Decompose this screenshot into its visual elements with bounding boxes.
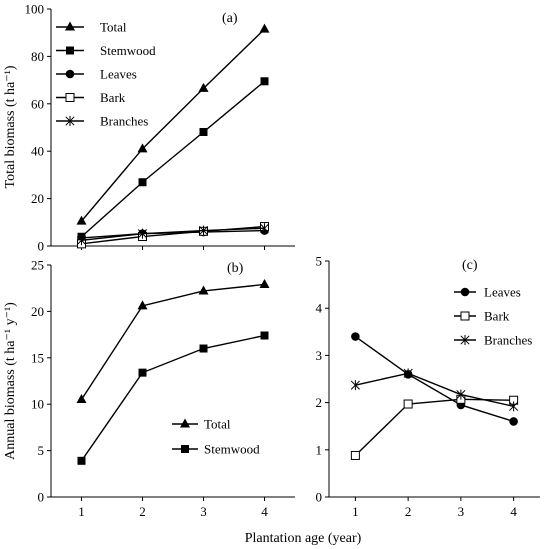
series-line-leaves — [81, 229, 265, 239]
legend-label-stemwood: Stemwood — [204, 442, 260, 457]
legend-label-branches: Branches — [484, 333, 532, 348]
y-tick-label: 10 — [31, 397, 44, 412]
legend-label-total: Total — [100, 20, 127, 35]
y-tick-label: 40 — [31, 144, 44, 159]
data-point-leaves — [509, 417, 518, 426]
y-tick-label: 0 — [38, 239, 45, 254]
data-point-branches — [403, 368, 413, 379]
legend-label-total: Total — [204, 417, 231, 432]
legend-label-leaves: Leaves — [100, 67, 137, 82]
y-tick-label: 80 — [31, 49, 44, 64]
x-tick-label: 2 — [405, 504, 412, 519]
data-point-bark — [350, 450, 360, 460]
y-tick-label: 0 — [38, 490, 45, 505]
series-line-stemwood — [81, 80, 265, 238]
y-tick-label: 20 — [31, 191, 44, 206]
y-tick-label: 60 — [31, 96, 44, 111]
x-tick-label: 2 — [139, 504, 146, 519]
legend-marker-leaves — [65, 69, 75, 79]
data-point-total — [76, 215, 87, 225]
data-point-stemwood — [138, 178, 147, 187]
data-point-branches — [137, 228, 148, 239]
y-tick-label: 100 — [25, 2, 45, 17]
data-point-branches — [456, 389, 466, 400]
legend-marker-leaves — [460, 287, 470, 297]
x-tick-label: 1 — [352, 504, 359, 519]
legend-marker-branches — [460, 335, 470, 345]
legend-marker-total — [65, 21, 75, 31]
data-point-branches — [76, 235, 87, 246]
legend-marker-bark — [460, 311, 470, 321]
series-line-bark — [354, 398, 514, 456]
data-point-leaves — [351, 332, 360, 341]
y-tick-label: 1 — [316, 442, 323, 457]
x-tick-label: 1 — [78, 504, 85, 519]
y-axis-label: Annual biomass (t ha⁻¹ y⁻¹) — [3, 302, 18, 460]
y-tick-label: 15 — [31, 350, 44, 365]
y-tick-label: 4 — [316, 301, 323, 316]
x-tick-label: 4 — [261, 504, 268, 519]
x-tick-label: 4 — [510, 504, 517, 519]
data-point-total — [198, 285, 209, 295]
y-tick-label: 20 — [31, 304, 44, 319]
data-point-bark — [403, 399, 413, 409]
series-line-branches — [81, 227, 265, 242]
data-point-stemwood — [138, 368, 147, 377]
legend-marker-total — [180, 418, 190, 428]
panel-c: 0 1 2 3 4 5 1 2 3 4 Leaves Bark Branches (c) — [316, 254, 540, 519]
legend-label-bark: Bark — [484, 309, 510, 324]
series-line-total — [80, 283, 265, 400]
panel-label: (a) — [222, 11, 238, 26]
legend-marker-bark — [65, 93, 75, 102]
series-line-branches — [355, 372, 514, 408]
panel-b: 0 5 10 15 20 25 1 2 3 4 Total Stemwood Annual biomas… — [3, 258, 295, 519]
data-point-stemwood — [77, 456, 86, 465]
x-axis-label: Plantation age (year) — [245, 531, 362, 546]
data-point-stemwood — [199, 344, 208, 353]
data-point-branches — [259, 223, 270, 234]
legend-label-branches: Branches — [100, 114, 148, 129]
panel-label: (c) — [462, 258, 478, 273]
data-point-total — [198, 82, 209, 92]
series-line-stemwood — [80, 334, 265, 462]
y-tick-label: 2 — [316, 395, 323, 410]
x-tick-label: 3 — [200, 504, 207, 519]
series-line-total — [80, 28, 265, 222]
y-axis-label: Total biomass (t ha⁻¹) — [3, 65, 18, 188]
data-point-total — [259, 278, 270, 288]
y-tick-label: 3 — [316, 348, 323, 363]
x-tick-label: 3 — [458, 504, 465, 519]
data-point-stemwood — [260, 77, 269, 86]
legend-marker-stemwood — [181, 445, 189, 453]
legend-label-stemwood: Stemwood — [100, 43, 156, 58]
panel-a: 0 20 40 60 80 100 Total Stemwood Leaves Bark Branc… — [3, 2, 295, 254]
legend-marker-stemwood — [66, 46, 74, 55]
legend-label-bark: Bark — [100, 90, 126, 105]
data-point-branches — [350, 380, 360, 391]
data-point-branches — [509, 401, 519, 412]
data-point-stemwood — [199, 128, 208, 137]
data-point-branches — [198, 225, 209, 236]
legend-label-leaves: Leaves — [484, 285, 521, 300]
data-point-total — [137, 300, 148, 310]
data-point-total — [76, 394, 87, 404]
series-line-leaves — [354, 335, 514, 423]
panel-label: (b) — [227, 261, 244, 276]
legend-marker-branches — [65, 116, 75, 126]
data-point-stemwood — [260, 331, 269, 340]
y-tick-label: 0 — [316, 490, 323, 505]
y-tick-label: 25 — [31, 258, 44, 273]
data-point-total — [259, 23, 270, 33]
data-point-total — [137, 143, 148, 153]
y-tick-label: 5 — [38, 443, 45, 458]
y-tick-label: 5 — [316, 254, 323, 269]
